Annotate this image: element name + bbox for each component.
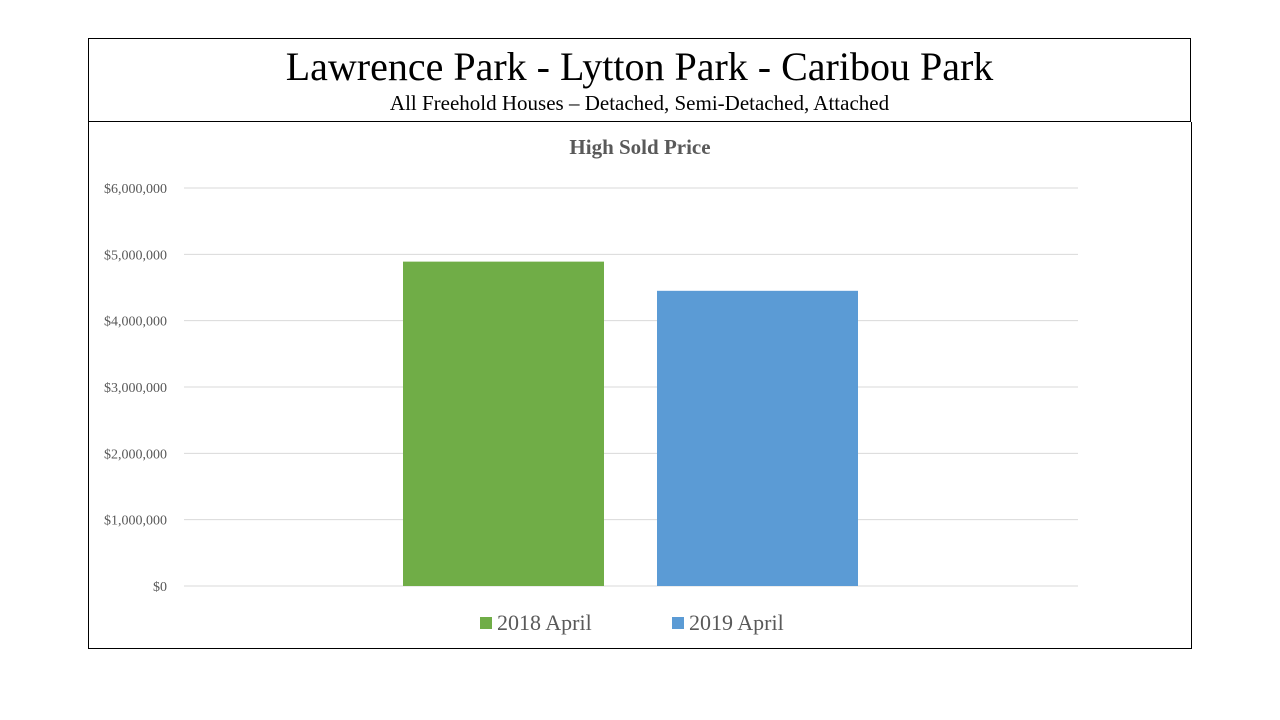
chart-frame (88, 122, 1192, 649)
gridlines (184, 187, 1078, 587)
report-title: Lawrence Park - Lytton Park - Caribou Pa… (285, 44, 994, 89)
y-tick-label: $0 (153, 580, 167, 595)
y-tick-label: $6,000,000 (104, 182, 167, 197)
bars (403, 261, 858, 586)
bar-2018-april (403, 261, 604, 586)
legend-label: 2019 April (689, 610, 784, 635)
legend-swatch (672, 617, 684, 629)
y-tick-label: $2,000,000 (104, 447, 167, 462)
y-tick-label: $1,000,000 (104, 514, 167, 529)
y-tick-label: $3,000,000 (104, 381, 167, 396)
report-subtitle: All Freehold Houses – Detached, Semi-Det… (389, 91, 890, 115)
report-header: Lawrence Park - Lytton Park - Caribou Pa… (88, 38, 1191, 122)
legend: 2018 April 2019 April (480, 610, 784, 635)
y-tick-label: $4,000,000 (104, 315, 167, 330)
chart-title: High Sold Price (569, 135, 710, 159)
legend-swatch (480, 617, 492, 629)
legend-label: 2018 April (497, 610, 592, 635)
bar-2019-april (657, 290, 858, 586)
y-tick-label: $5,000,000 (104, 248, 167, 263)
y-axis-ticks: $0 $1,000,000 $2,000,000 $3,000,000 $4,000,0… (104, 182, 167, 595)
